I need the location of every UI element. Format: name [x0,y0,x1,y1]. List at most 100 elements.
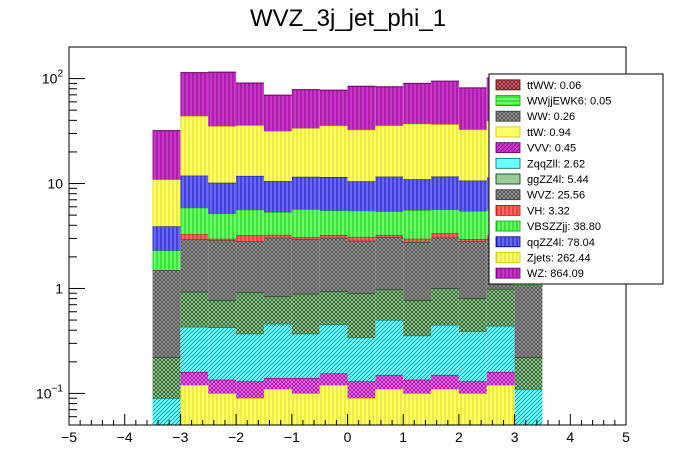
bar-WW-8 [375,237,404,290]
bar-Zjets-3 [236,398,264,425]
bar-ttW-7 [347,129,376,182]
bar-ZqqZll-6 [319,324,348,374]
bar-qqZZ4l-9 [403,179,432,211]
bar-VH-8 [375,235,404,238]
bar-WZ-10 [431,81,459,125]
legend-swatch [495,126,521,138]
x-tick-label: 2 [455,429,463,445]
legend-label: WVZ: 25.56 [527,190,585,202]
bar-WVZ-7 [347,293,376,338]
series-WVZ [152,287,543,399]
x-tick-label: −4 [117,429,133,445]
bar-ZqqZll-11 [458,331,487,382]
bar-Zjets-7 [347,398,376,425]
bar-ggZZ4l-9 [403,379,432,394]
bar-WZ-1 [180,72,209,117]
x-tick-label: 3 [511,429,519,445]
bar-WZ-6 [319,90,348,126]
x-tick-label: 5 [622,429,630,445]
bar-ttW-10 [431,124,459,177]
bar-WW-4 [263,237,292,297]
legend-swatch [495,142,521,154]
bar-WVZ-4 [263,296,292,324]
bar-ggZZ4l-5 [291,378,320,394]
legend-label: Zjets: 262.44 [527,252,591,264]
bar-ttW-8 [375,125,404,177]
bar-VBSZZjj-2 [208,213,237,239]
bar-WW-0 [152,269,181,358]
bar-Zjets-11 [458,393,487,425]
legend-label: VH: 3.32 [527,205,570,217]
bar-VBSZZjj-5 [291,209,320,238]
bar-ggZZ4l-6 [319,373,348,386]
x-tick-label: −5 [61,429,77,445]
x-tick-label: 4 [566,429,574,445]
bar-ttW-3 [236,125,264,176]
bar-WZ-11 [458,87,487,130]
legend-label: WW: 0.26 [527,111,575,123]
bar-Zjets-8 [375,389,404,425]
bar-ggZZ4l-8 [375,374,404,390]
bar-qqZZ4l-6 [319,177,348,211]
bar-VBSZZjj-10 [431,209,459,234]
x-tick-label: 1 [399,429,407,445]
bar-qqZZ4l-7 [347,181,376,211]
bar-WVZ-9 [403,300,432,336]
bar-ggZZ4l-11 [458,381,487,394]
chart-title: WVZ_3j_jet_phi_1 [250,5,446,32]
bar-WZ-2 [208,72,237,127]
x-tick-label: −2 [228,429,244,445]
bar-qqZZ4l-11 [458,180,487,212]
bar-WVZ-1 [180,291,209,327]
bar-Zjets-10 [431,389,459,425]
bar-VH-11 [458,239,487,242]
legend: ttWW: 0.06 WWjjEWK6: 0.05 WW: 0.26 ttW: 0.9… [488,73,664,285]
bar-WW-6 [319,237,348,292]
bar-Zjets-12 [486,385,515,425]
bar-VH-1 [180,234,209,240]
bar-ttW-9 [403,123,432,180]
legend-swatch [495,236,521,248]
bar-VBSZZjj-3 [236,209,264,236]
bar-qqZZ4l-4 [263,181,292,213]
legend-label: VVV: 0.45 [527,143,576,155]
bar-Zjets-5 [291,393,320,425]
bar-ttW-6 [319,125,348,178]
bar-WVZ-11 [458,298,487,332]
bar-ZqqZll-3 [236,333,264,382]
bar-ttW-1 [180,116,209,176]
legend-label: qqZZ4l: 78.04 [527,237,595,249]
bar-Zjets-2 [208,393,237,425]
bar-WW-1 [180,239,209,292]
bar-WVZ-8 [375,289,404,321]
bar-VBSZZjj-9 [403,210,432,239]
bar-WZ-5 [291,89,320,129]
bar-VBSZZjj-8 [375,211,404,236]
bar-VH-4 [263,234,292,238]
bar-VH-3 [236,235,264,242]
bar-VH-9 [403,238,432,242]
bar-WVZ-3 [236,292,264,334]
bar-WZ-8 [375,86,404,126]
bar-ggZZ4l-1 [180,371,209,386]
bar-ggZZ4l-12 [486,371,515,386]
stacked-bars [152,71,543,425]
bar-qqZZ4l-8 [375,176,404,212]
legend-swatch [495,79,521,91]
y-tick-label: 102 [42,69,64,87]
bar-Zjets-6 [319,385,348,425]
bar-VBSZZjj-11 [458,211,487,240]
legend-label: ttWW: 0.06 [527,80,581,92]
bar-WZ-3 [236,82,264,126]
bar-ZqqZll-7 [347,337,376,382]
bar-ZqqZll-9 [403,335,432,380]
legend-swatch [495,173,521,185]
bar-WW-11 [458,241,487,299]
x-tick-label: −3 [172,429,188,445]
bar-WVZ-13 [514,357,543,390]
bar-WW-9 [403,241,432,301]
bar-ttW-2 [208,126,237,183]
bar-WZ-7 [347,86,376,130]
bar-Zjets-1 [180,385,209,425]
